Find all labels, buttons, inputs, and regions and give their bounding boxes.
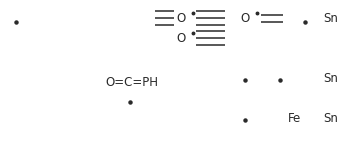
Text: Sn: Sn — [323, 111, 338, 125]
Text: O: O — [240, 11, 249, 24]
Text: O: O — [176, 32, 185, 45]
Text: Fe: Fe — [288, 111, 301, 125]
Text: Sn: Sn — [323, 11, 338, 24]
Text: O: O — [176, 11, 185, 24]
Text: Sn: Sn — [323, 72, 338, 85]
Text: O=C=PH: O=C=PH — [105, 76, 158, 88]
